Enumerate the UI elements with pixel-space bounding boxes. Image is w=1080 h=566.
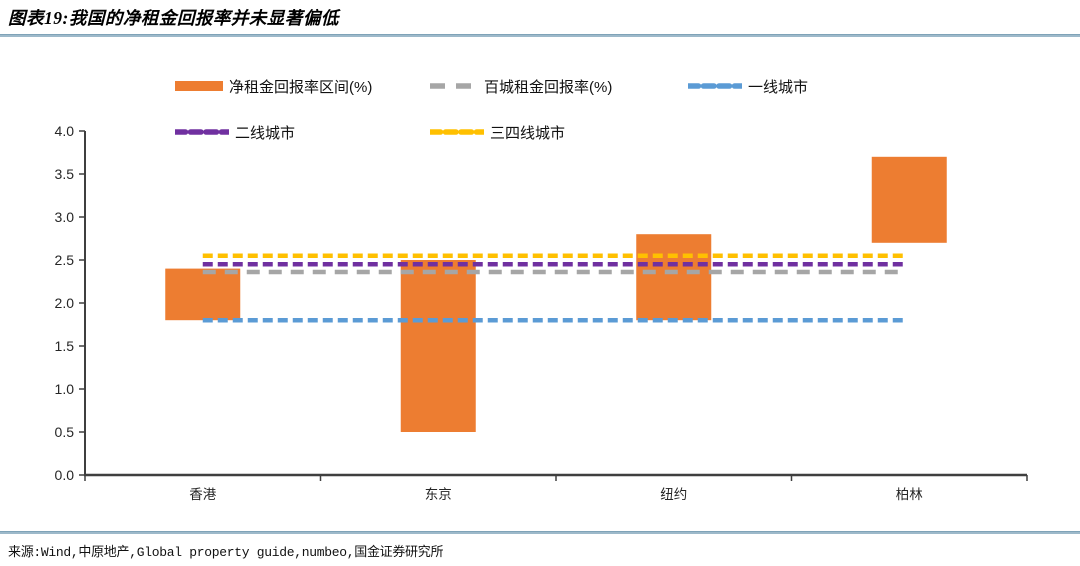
y-tick-label: 0.0 [55, 467, 75, 483]
x-category-label: 东京 [425, 487, 452, 502]
dashed-line-icon [430, 129, 484, 135]
y-tick-label: 3.0 [55, 209, 75, 225]
y-tick-label: 1.0 [55, 381, 75, 397]
range-bar-纽约 [636, 234, 712, 321]
range-bar-东京 [400, 260, 476, 432]
bar-swatch-icon [175, 81, 223, 91]
y-tick-label: 4.0 [55, 123, 75, 139]
dashed-line-icon [175, 129, 229, 135]
legend-label: 百城租金回报率(%) [484, 78, 613, 96]
y-tick-label: 1.5 [55, 338, 75, 354]
legend-item-100city-yield: 百城租金回报率(%) [430, 76, 612, 96]
y-tick-label: 2.5 [55, 252, 75, 268]
legend-label: 二线城市 [235, 124, 296, 142]
dashed-line-icon [688, 83, 742, 89]
legend-item-net-yield-range: 净租金回报率区间(%) [175, 76, 372, 96]
title-divider [0, 34, 1080, 37]
source-note: 来源:Wind,中原地产,Global property guide,numbe… [8, 545, 444, 560]
footer-divider [0, 531, 1080, 534]
y-tick-label: 3.5 [55, 166, 75, 182]
x-category-label: 香港 [189, 487, 216, 502]
legend-item-tier34-cities: 三四线城市 [430, 122, 565, 142]
x-category-label: 纽约 [660, 487, 687, 502]
y-tick-label: 0.5 [55, 424, 75, 440]
x-category-label: 柏林 [896, 487, 924, 502]
legend-item-tier2-cities: 二线城市 [175, 122, 295, 142]
figure-title: 图表19:我国的净租金回报率并未显著偏低 [8, 8, 339, 28]
dashed-line-icon [430, 83, 478, 89]
legend-label: 三四线城市 [490, 124, 566, 142]
legend-item-tier1-cities: 一线城市 [688, 76, 808, 96]
range-bar-柏林 [871, 156, 947, 243]
y-tick-label: 2.0 [55, 295, 75, 311]
range-bar-香港 [165, 268, 241, 321]
legend-label: 净租金回报率区间(%) [229, 78, 373, 96]
legend-label: 一线城市 [748, 78, 809, 96]
